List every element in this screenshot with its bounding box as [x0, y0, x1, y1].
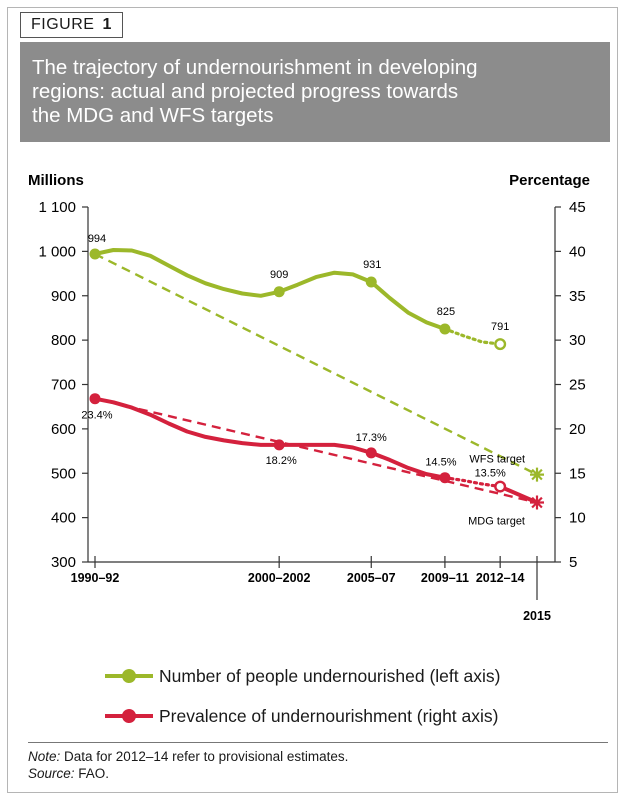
legend-swatch-green: [105, 668, 153, 684]
mdg-target-marker: [530, 495, 544, 510]
prevalence-projected-point-2013: [494, 480, 507, 493]
prevalence-extension-line: [498, 484, 539, 505]
left-tick-label-900: 900: [51, 288, 76, 305]
mdg-target-label: MDG target: [468, 516, 525, 528]
prevalence-point-2010: [439, 472, 451, 484]
right-tick-label-15: 15: [569, 465, 586, 482]
left-tick-label-800: 800: [51, 332, 76, 349]
wfs-target-label: WFS target: [469, 454, 525, 466]
title-line-1: The trajectory of undernourishment in de…: [32, 56, 478, 79]
people-label-2013: 791: [491, 321, 509, 333]
prevalence-projected-line: [443, 476, 502, 489]
source-text: FAO.: [74, 766, 110, 781]
legend-item-people: Number of people undernourished (left ax…: [105, 656, 565, 696]
title-line-3: the MDG and WFS targets: [32, 104, 274, 127]
prevalence-label-1991: 23.4%: [81, 410, 112, 422]
chart-title: The trajectory of undernourishment in de…: [20, 42, 610, 142]
x-tick-label-1991: 1990–92: [71, 571, 120, 585]
title-line-2: regions: actual and projected progress t…: [32, 80, 459, 103]
left-tick-label-700: 700: [51, 377, 76, 394]
note-text: Data for 2012–14 refer to provisional es…: [60, 749, 349, 764]
right-tick-label-5: 5: [569, 554, 577, 571]
prevalence-label-2013: 13.5%: [475, 468, 506, 480]
prevalence-label-2001: 18.2%: [266, 455, 297, 467]
x-tick-label-2013: 2012–14: [476, 571, 525, 585]
people-point-2001: [273, 286, 285, 298]
prevalence-label-2006: 17.3%: [356, 432, 387, 444]
right-tick-label-25: 25: [569, 377, 586, 394]
left-tick-label-500: 500: [51, 465, 76, 482]
right-tick-label-35: 35: [569, 288, 586, 305]
figure-label: FIGURE 1: [20, 12, 123, 38]
legend-label-people: Number of people undernourished (left ax…: [159, 665, 501, 686]
prevalence-line: [93, 396, 447, 480]
wfs-target-trend-line: [94, 252, 538, 476]
prevalence-label-2010: 14.5%: [425, 457, 456, 469]
people-projected-line: [443, 327, 502, 346]
right-tick-label-20: 20: [569, 421, 586, 438]
line-chart: Millions Percentage 300 400 500 600 700 800 900 1…: [28, 172, 590, 623]
people-projected-point-2013: [494, 338, 507, 351]
note-line: Note: Data for 2012–14 refer to provisio…: [28, 748, 348, 765]
prevalence-point-2001: [273, 439, 285, 451]
right-tick-label-30: 30: [569, 332, 586, 349]
people-point-2010: [439, 323, 451, 335]
people-label-2006: 931: [363, 259, 381, 271]
people-undernourished-line: [93, 248, 447, 331]
right-tick-label-45: 45: [569, 199, 586, 216]
right-tick-label-40: 40: [569, 243, 586, 260]
left-tick-label-600: 600: [51, 421, 76, 438]
right-axis-title: Percentage: [509, 172, 590, 189]
left-tick-label-400: 400: [51, 510, 76, 527]
people-label-1991: 994: [88, 233, 106, 245]
legend-item-prevalence: Prevalence of undernourishment (right ax…: [105, 696, 565, 736]
footer-rule: [28, 742, 608, 743]
wfs-target-marker: [530, 467, 544, 482]
x-tick-label-2015: 2015: [523, 609, 551, 623]
legend: Number of people undernourished (left ax…: [105, 656, 565, 736]
legend-swatch-red: [105, 708, 153, 724]
legend-label-prevalence: Prevalence of undernourishment (right ax…: [159, 705, 499, 726]
figure-word: FIGURE: [31, 16, 95, 33]
prevalence-point-1991: [89, 393, 101, 405]
left-axis-title: Millions: [28, 172, 84, 189]
left-tick-label-1100: 1 100: [38, 199, 76, 216]
people-point-2006: [365, 276, 377, 288]
people-label-2010: 825: [437, 306, 455, 318]
x-tick-label-2001: 2000–2002: [248, 571, 311, 585]
source-label: Source:: [28, 766, 75, 781]
left-tick-label-1000: 1 000: [38, 243, 76, 260]
x-tick-label-2010: 2009–11: [421, 571, 469, 585]
figure-number: 1: [102, 16, 112, 33]
x-tick-label-2006: 2005–07: [347, 571, 396, 585]
mdg-target-trend-line: [94, 397, 538, 504]
prevalence-point-2006: [365, 447, 377, 459]
people-label-2001: 909: [270, 269, 288, 281]
notes: Note: Data for 2012–14 refer to provisio…: [28, 748, 348, 782]
people-point-1991: [89, 248, 101, 260]
right-tick-label-10: 10: [569, 510, 586, 527]
note-label: Note:: [28, 749, 61, 764]
left-tick-label-300: 300: [51, 554, 76, 571]
source-line: Source: FAO.: [28, 765, 348, 782]
